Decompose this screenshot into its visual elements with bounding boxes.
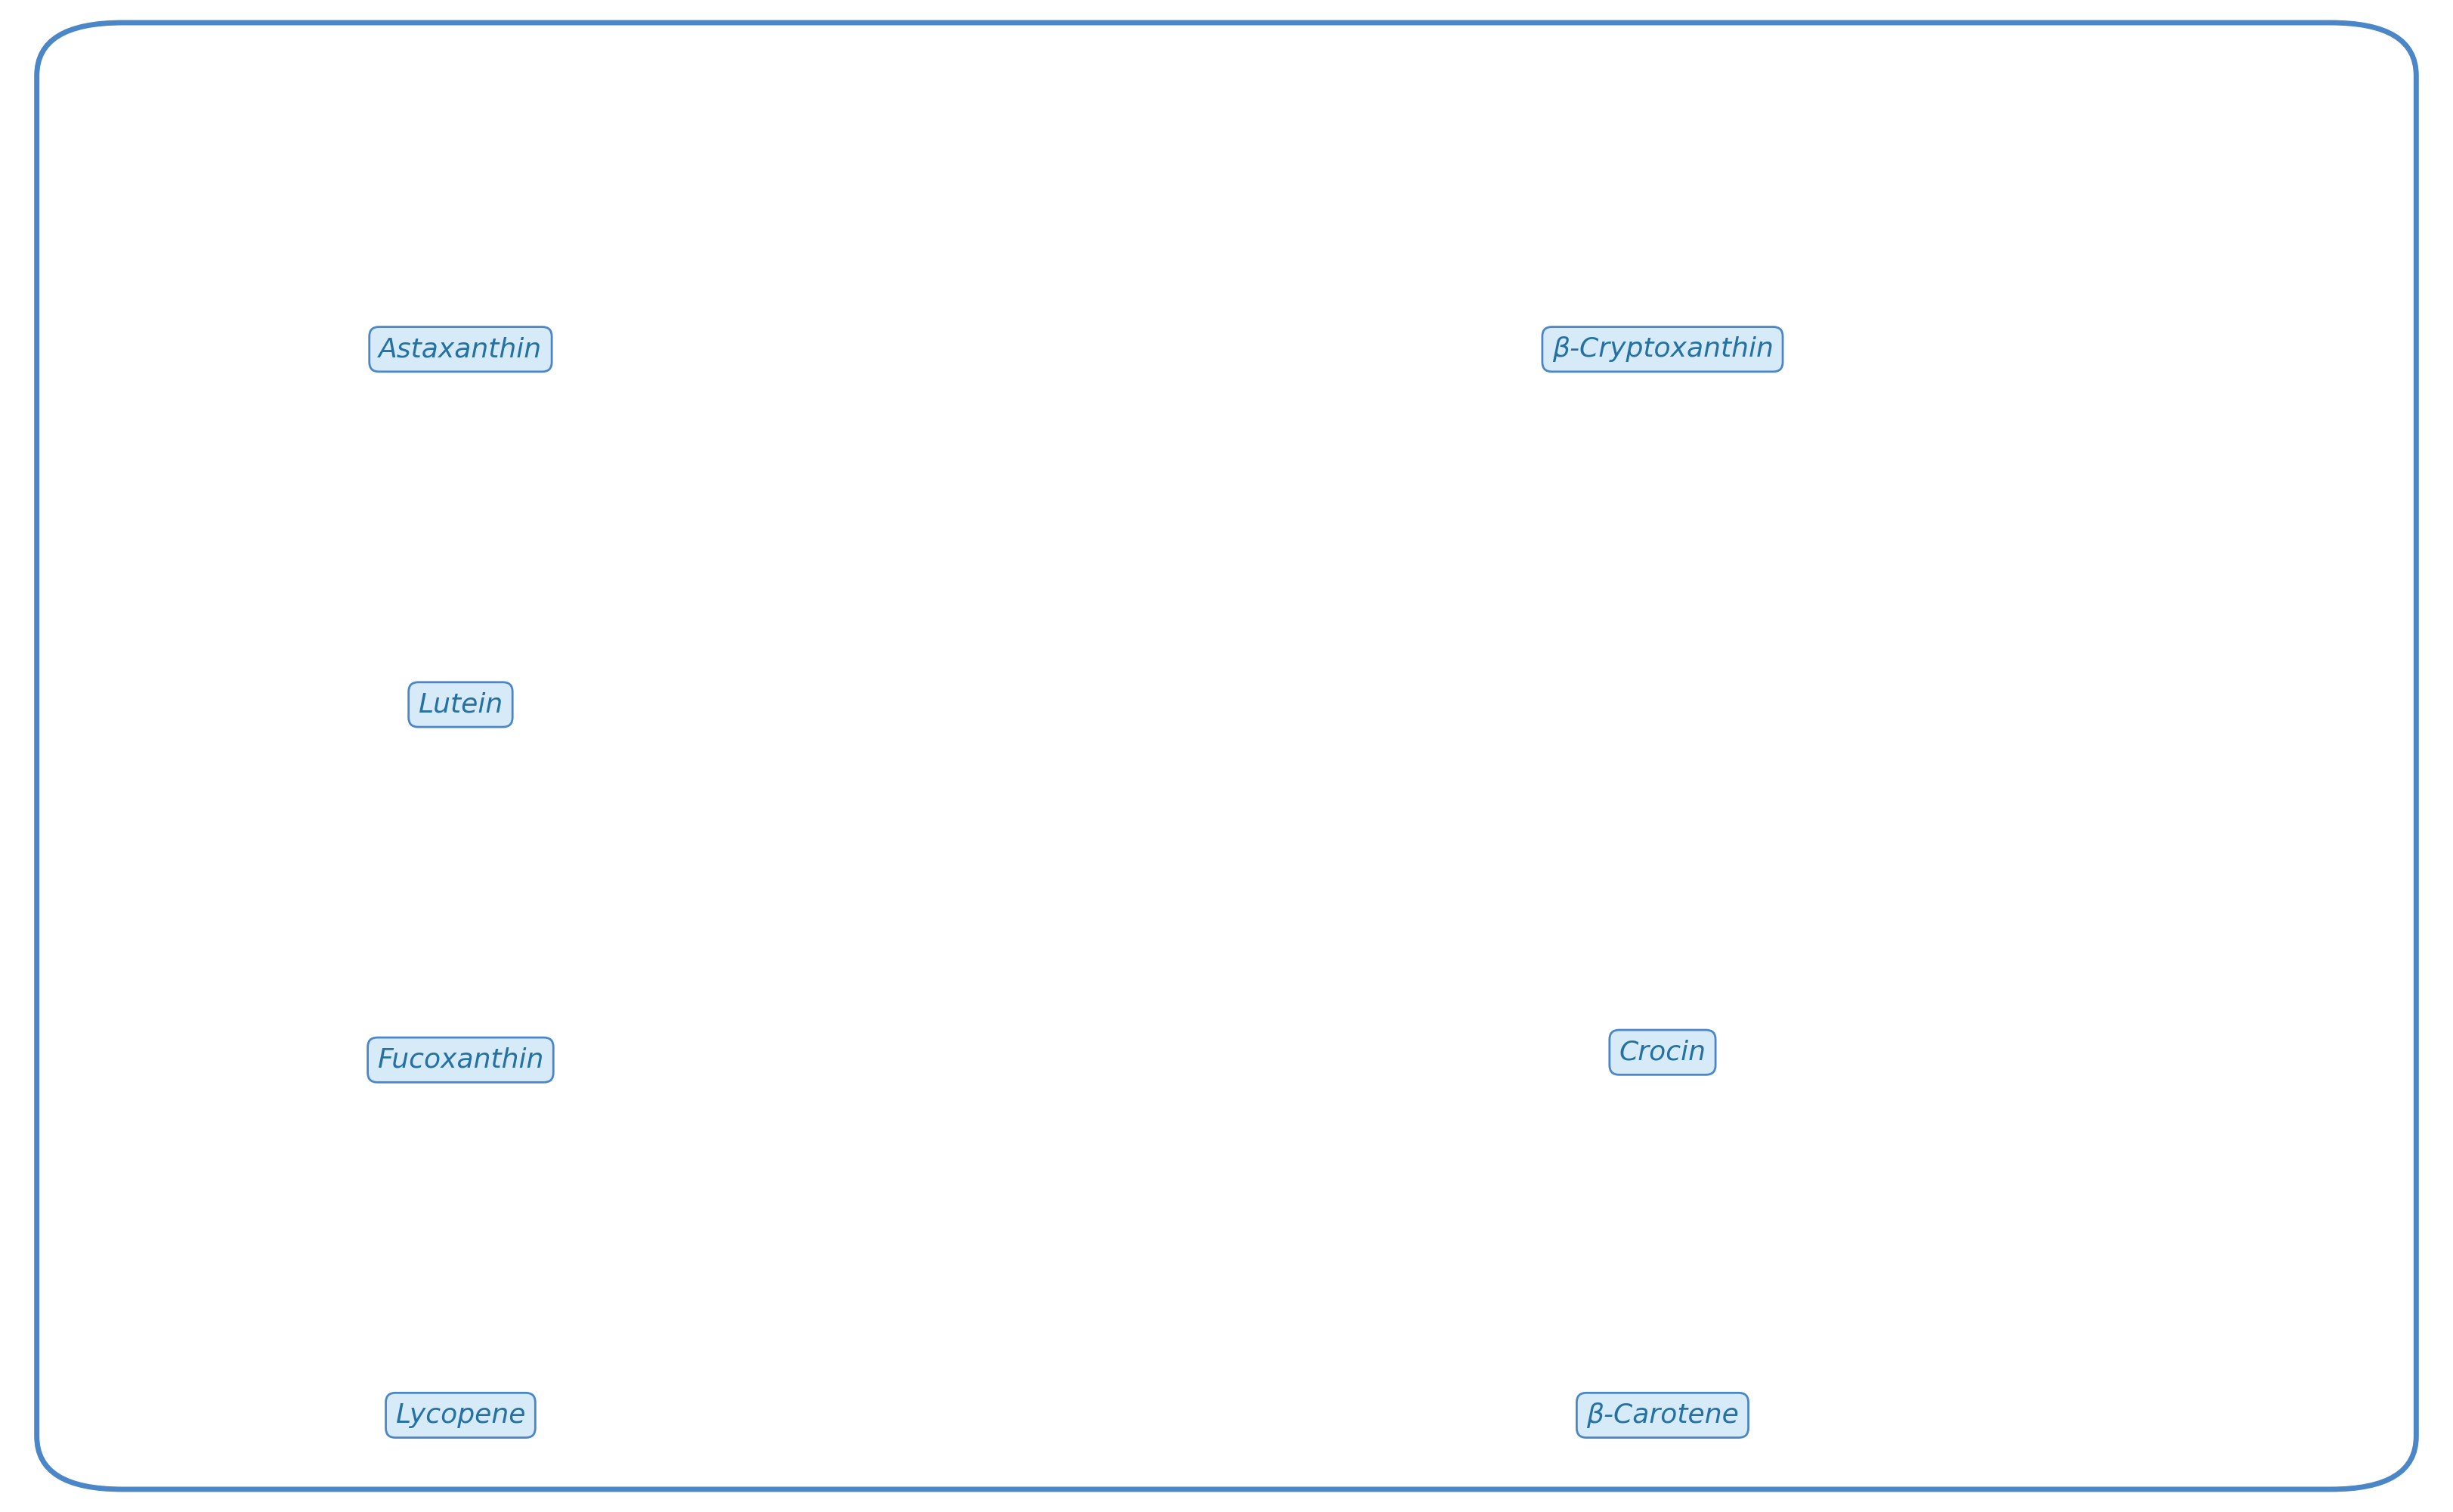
Text: Crocin: Crocin — [1619, 1040, 1705, 1064]
Text: β-Carotene: β-Carotene — [1587, 1403, 1739, 1427]
Text: β-Cryptoxanthin: β-Cryptoxanthin — [1553, 337, 1774, 361]
Text: Lutein: Lutein — [417, 692, 503, 717]
FancyBboxPatch shape — [37, 23, 2416, 1489]
Text: Astaxanthin: Astaxanthin — [378, 337, 542, 361]
Text: Lycopene: Lycopene — [395, 1403, 525, 1427]
Text: Fucoxanthin: Fucoxanthin — [378, 1048, 545, 1072]
